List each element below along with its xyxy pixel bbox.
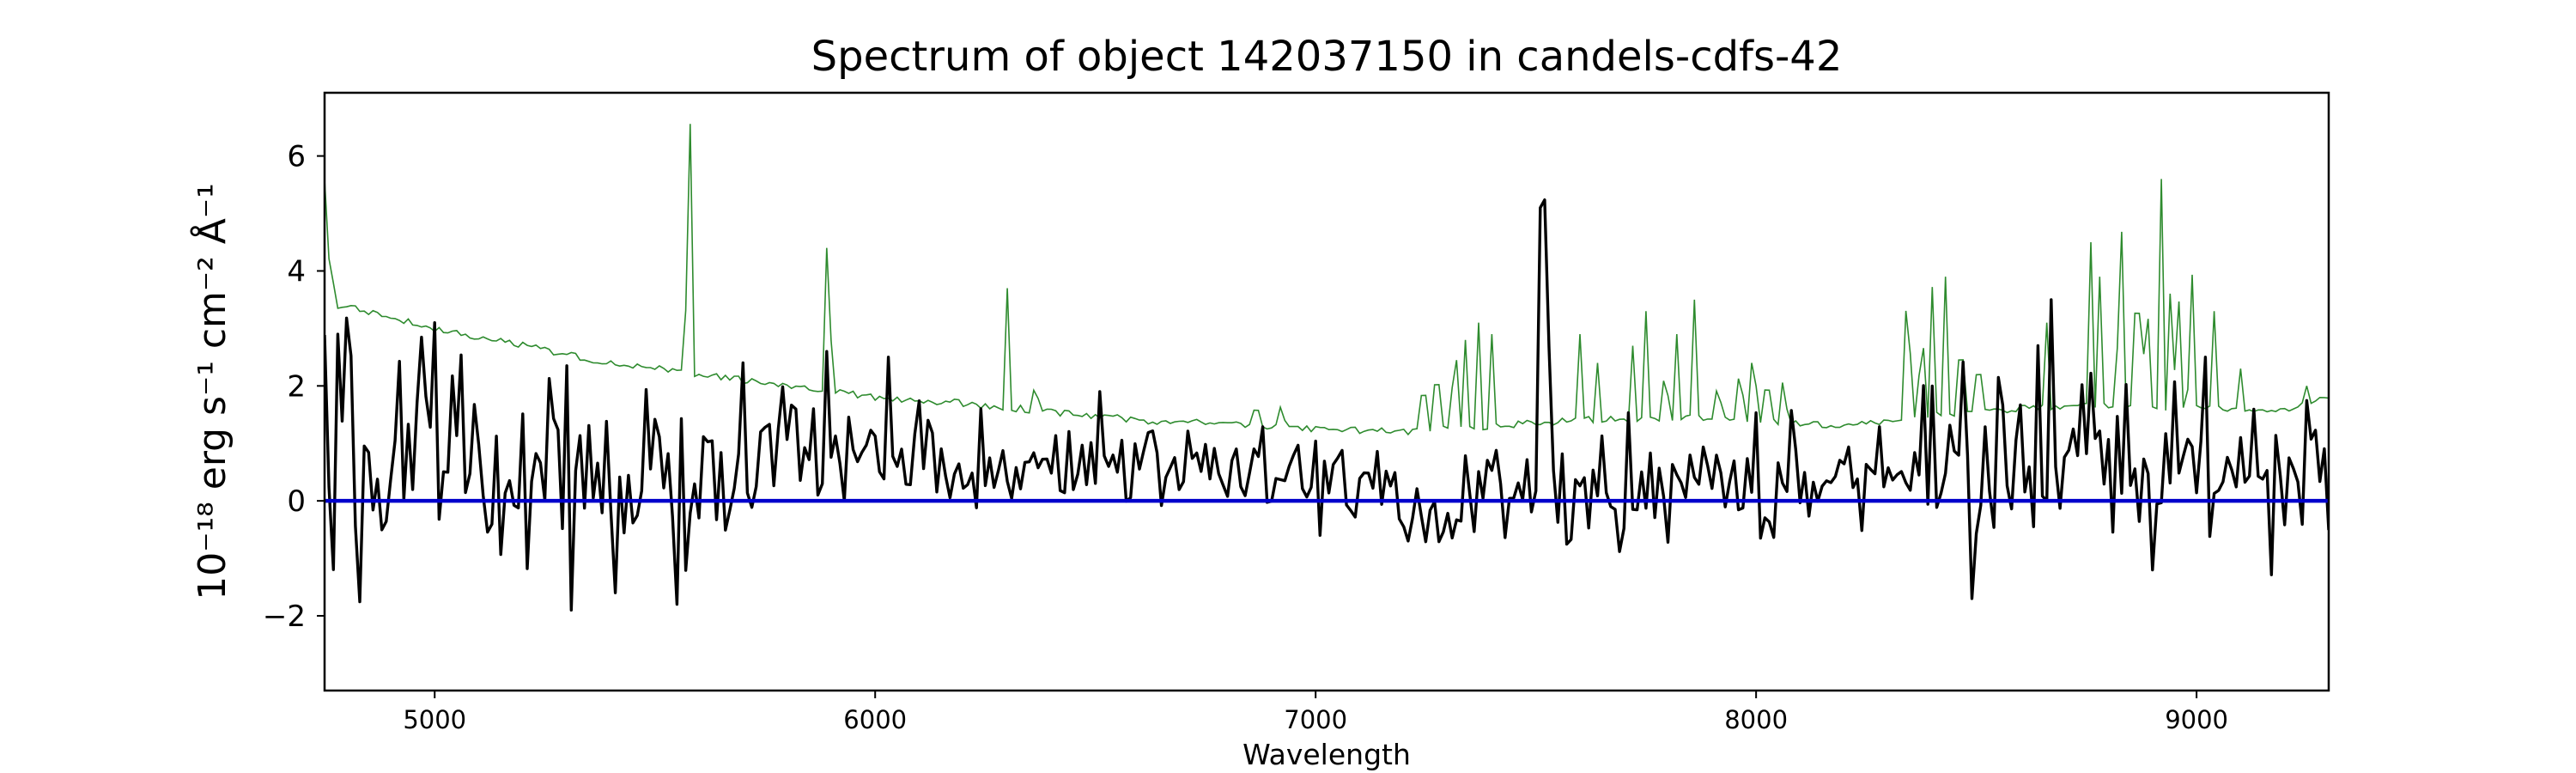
error-spectrum-line — [325, 124, 2329, 436]
plot-area — [325, 124, 2329, 612]
x-axis: 5000 6000 7000 8000 9000 — [403, 691, 2228, 734]
x-tick-label: 8000 — [1724, 705, 1788, 734]
y-tick-label: −2 — [263, 600, 306, 634]
y-axis-label: 10⁻¹⁸ erg s⁻¹ cm⁻² Å⁻¹ — [189, 183, 234, 600]
chart-title: Spectrum of object 142037150 in candels-… — [811, 33, 1843, 81]
y-tick-label: 2 — [287, 369, 306, 404]
y-tick-label: 4 — [287, 254, 306, 289]
x-tick-label: 7000 — [1284, 705, 1347, 734]
plot-frame — [323, 91, 2330, 692]
x-tick-label: 6000 — [843, 705, 907, 734]
x-tick-label: 5000 — [403, 705, 466, 734]
x-axis-label: Wavelength — [1242, 738, 1411, 771]
y-axis: −2 0 2 4 6 — [263, 140, 325, 634]
y-tick-label: 6 — [287, 140, 306, 174]
x-tick-label: 9000 — [2165, 705, 2228, 734]
y-tick-label: 0 — [287, 484, 306, 519]
